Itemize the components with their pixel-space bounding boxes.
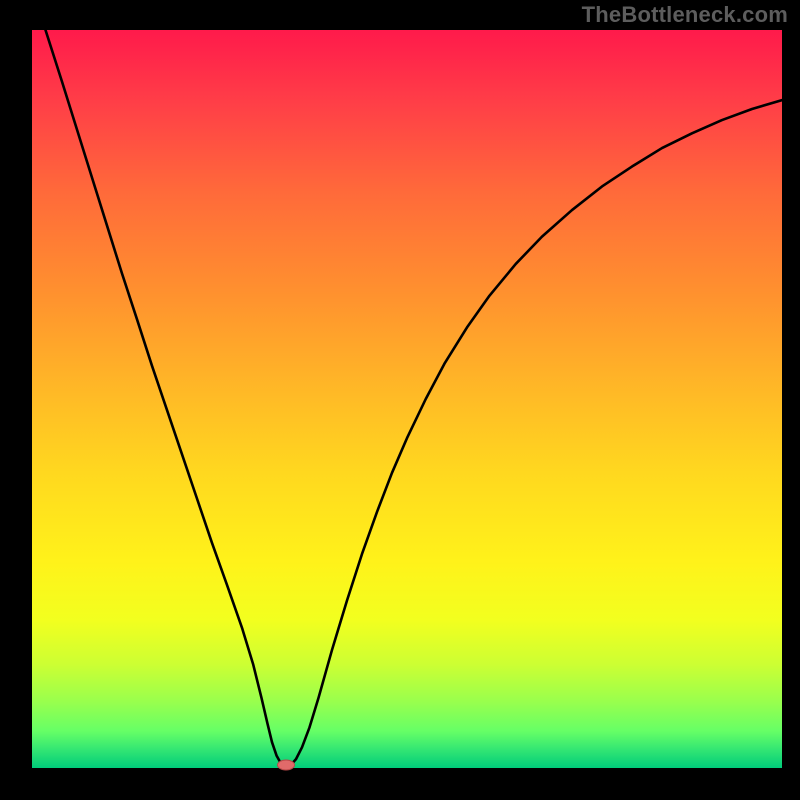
chart-frame: TheBottleneck.com (0, 0, 800, 800)
bottleneck-curve-svg (32, 30, 782, 768)
plot-area (32, 30, 782, 768)
gradient-background (32, 30, 782, 768)
source-watermark: TheBottleneck.com (582, 2, 788, 28)
minimum-marker (277, 760, 295, 771)
